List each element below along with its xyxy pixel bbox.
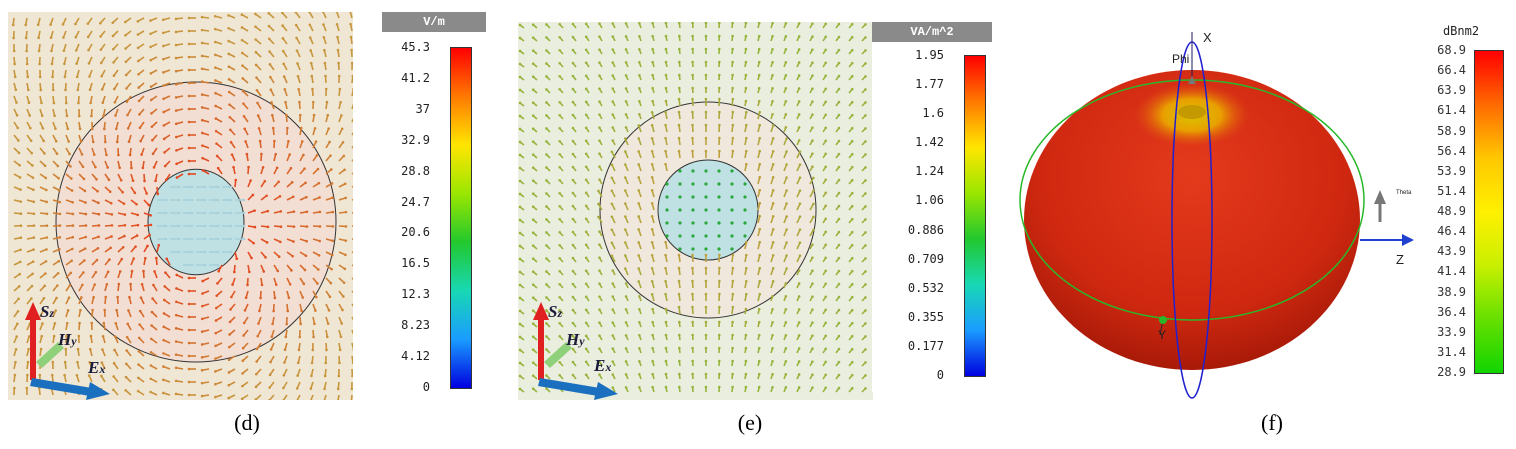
label-y: Y — [1158, 328, 1167, 342]
legend-e: VA/m^2 1.95 1.77 1.6 1.42 1.24 1.06 0.886 0.709… — [872, 22, 992, 392]
label-x: X — [1203, 30, 1212, 45]
legend-tick: 36.4 — [1437, 304, 1466, 319]
panel-e: VA/m^2 1.95 1.77 1.6 1.42 1.24 1.06 0.886 0.709… — [510, 0, 1000, 449]
power-flow-vector-map — [518, 22, 867, 393]
legend-tick: 28.8 — [401, 163, 430, 178]
axis-e: Ex — [88, 358, 106, 377]
caption-f: (f) — [1261, 410, 1283, 435]
inner-core — [147, 168, 245, 276]
legend-tick: 31.4 — [1437, 344, 1466, 359]
color-bar — [964, 55, 986, 377]
legend-tick: 56.4 — [1437, 143, 1466, 158]
legend-tick: 0.355 — [907, 309, 944, 324]
legend-tick: 43.9 — [1437, 244, 1466, 259]
axis-s: Sz — [548, 302, 563, 321]
legend-tick: 12.3 — [401, 287, 430, 302]
axis-h: Hy — [58, 330, 77, 349]
inner-core — [657, 159, 759, 261]
legend-tick: 66.4 — [1437, 63, 1466, 78]
color-bar — [450, 47, 472, 389]
legend-tick: 45.3 — [401, 40, 430, 54]
legend-d: V/m 45.3 41.2 37 32.9 28.8 24.7 20.6 16.5 12.3 8.… — [358, 12, 486, 402]
axis-e: Ex — [594, 356, 612, 375]
legend-tick: 0 — [422, 380, 430, 394]
legend-tick: 1.24 — [915, 164, 944, 179]
legend-tick: 32.9 — [401, 132, 430, 147]
legend-tick: 58.9 — [1437, 123, 1466, 138]
legend-tick: 8.23 — [401, 318, 430, 333]
legend-tick: 38.9 — [1437, 284, 1466, 299]
legend-tick: 0.709 — [907, 251, 944, 266]
legend-tick: 48.9 — [1437, 204, 1466, 218]
axis-triad-d — [25, 302, 110, 400]
axis-h: Hy — [566, 330, 585, 349]
legend-tick: 41.4 — [1437, 264, 1466, 279]
legend-tick: 1.42 — [915, 135, 944, 150]
axis-triad-e — [533, 302, 618, 400]
legend-tick: 41.2 — [401, 70, 430, 85]
legend-tick: 20.6 — [401, 225, 430, 240]
legend-tick: 53.9 — [1437, 163, 1466, 178]
panel-d: V/m 45.3 41.2 37 32.9 28.8 24.7 20.6 16.5 12.3 8.… — [0, 0, 490, 449]
pattern-svg — [1019, 32, 1414, 399]
axis-s: Sz — [40, 302, 55, 321]
legend-tick: 4.12 — [401, 349, 430, 364]
legend-tick: 61.4 — [1437, 103, 1466, 118]
legend-tick: 28.9 — [1437, 365, 1466, 379]
legend-unit: VA/m^2 — [872, 22, 992, 42]
legend-tick: 1.77 — [915, 77, 944, 92]
legend-tick: 0.177 — [907, 338, 944, 353]
caption-e: (e) — [737, 410, 763, 435]
legend-tick: 1.06 — [915, 193, 944, 208]
legend-tick: 24.7 — [401, 194, 430, 209]
legend-tick: 1.95 — [915, 48, 944, 62]
legend-tick: 0.886 — [907, 222, 944, 237]
pattern-body — [1024, 70, 1360, 370]
color-bar — [1474, 50, 1504, 374]
legend-tick: 51.4 — [1437, 183, 1466, 198]
rcs-3d-pattern — [1010, 20, 1420, 405]
panel-f: X Phi Theta Z Y dBnm2 68.9 66.4 63.9 61.4 58… — [1010, 0, 1516, 449]
legend-tick: 33.9 — [1437, 324, 1466, 339]
legend-tick: 37 — [415, 101, 430, 116]
legend-unit: dBnm2 — [1442, 24, 1480, 38]
legend-unit: V/m — [382, 12, 486, 32]
legend-tick: 0.532 — [907, 280, 944, 295]
power-flow-plot — [518, 22, 873, 400]
label-theta: Theta — [1396, 190, 1412, 196]
legend-f: dBnm2 68.9 66.4 63.9 61.4 58.9 56.4 53.9 51.4 48… — [1416, 22, 1512, 379]
e-field-vector-map — [11, 12, 353, 400]
legend-tick: 0 — [936, 368, 944, 382]
legend-tick: 16.5 — [401, 256, 430, 271]
legend-tick: 46.4 — [1437, 224, 1466, 239]
legend-tick: 68.9 — [1437, 43, 1466, 57]
label-z: Z — [1396, 252, 1404, 267]
legend-tick: 1.6 — [922, 106, 944, 121]
label-phi: Phi — [1172, 52, 1190, 66]
e-field-plot — [8, 12, 353, 400]
caption-d: (d) — [234, 410, 260, 435]
legend-tick: 63.9 — [1437, 83, 1466, 98]
